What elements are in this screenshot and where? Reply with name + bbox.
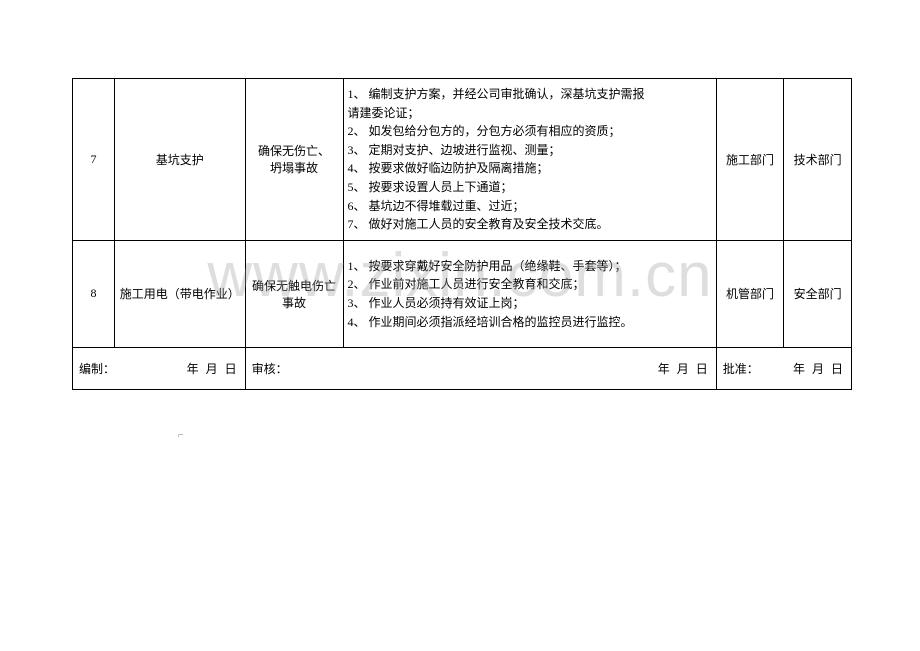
measure-item: 1、 编制支护方案，并经公司审批确认，深基坑支护需报 bbox=[348, 85, 712, 104]
row-dept2: 安全部门 bbox=[784, 240, 852, 347]
row-measures: 1、 编制支护方案，并经公司审批确认，深基坑支护需报 请建委论证； 2、 如发包… bbox=[343, 79, 716, 241]
approve-label: 批准： bbox=[723, 360, 759, 377]
compile-label: 编制： bbox=[79, 360, 115, 377]
row-name: 施工用电（带电作业） bbox=[114, 240, 245, 347]
document-page: 7 基坑支护 确保无伤亡、 坍塌事故 1、 编制支护方案，并经公司审批确认，深基… bbox=[72, 78, 852, 390]
measure-item: 2、 如发包给分包方的，分包方必须有相应的资质； bbox=[348, 122, 712, 141]
measure-item: 5、 按要求设置人员上下通道； bbox=[348, 178, 712, 197]
measure-item: 6、 基坑边不得堆载过重、过近； bbox=[348, 197, 712, 216]
measure-item: 1、 按要求穿戴好安全防护用品（绝缘鞋、手套等）； bbox=[348, 257, 712, 276]
row-goal: 确保无触电伤亡事故 bbox=[245, 240, 343, 347]
measure-item: 4、 按要求做好临边防护及隔离措施； bbox=[348, 159, 712, 178]
row-goal: 确保无伤亡、 坍塌事故 bbox=[245, 79, 343, 241]
review-label: 审核： bbox=[252, 360, 288, 377]
measure-item: 3、 定期对支护、边坡进行监视、测量； bbox=[348, 141, 712, 160]
row-dept2: 技术部门 bbox=[784, 79, 852, 241]
row-name: 基坑支护 bbox=[114, 79, 245, 241]
approve-date: 年 月 日 bbox=[793, 360, 845, 377]
cursor-mark-icon: ⌐ bbox=[178, 430, 184, 441]
main-table: 7 基坑支护 确保无伤亡、 坍塌事故 1、 编制支护方案，并经公司审批确认，深基… bbox=[72, 78, 852, 390]
row-dept1: 施工部门 bbox=[716, 79, 784, 241]
measure-item: 3、 作业人员必须持有效证上岗； bbox=[348, 294, 712, 313]
row-measures: 1、 按要求穿戴好安全防护用品（绝缘鞋、手套等）； 2、 作业前对施工人员进行安… bbox=[343, 240, 716, 347]
measure-item: 请建委论证； bbox=[348, 104, 712, 123]
row-index: 8 bbox=[73, 240, 115, 347]
row-dept1: 机管部门 bbox=[716, 240, 784, 347]
table-row: 8 施工用电（带电作业） 确保无触电伤亡事故 1、 按要求穿戴好安全防护用品（绝… bbox=[73, 240, 852, 347]
signature-row: 编制： 年 月 日 审核： 年 月 日 批准： 年 月 日 bbox=[73, 348, 852, 390]
sign-approve-cell: 批准： 年 月 日 bbox=[716, 348, 851, 390]
sign-review-cell: 审核： 年 月 日 bbox=[245, 348, 716, 390]
measure-item: 2、 作业前对施工人员进行安全教育和交底； bbox=[348, 275, 712, 294]
goal-line1: 确保无伤亡、 坍塌事故 bbox=[258, 144, 330, 175]
compile-date: 年 月 日 bbox=[187, 360, 239, 377]
sign-compile-cell: 编制： 年 月 日 bbox=[73, 348, 246, 390]
measure-item: 7、 做好对施工人员的安全教育及安全技术交底。 bbox=[348, 215, 712, 234]
review-date: 年 月 日 bbox=[658, 360, 710, 377]
table-row: 7 基坑支护 确保无伤亡、 坍塌事故 1、 编制支护方案，并经公司审批确认，深基… bbox=[73, 79, 852, 241]
row-index: 7 bbox=[73, 79, 115, 241]
measure-item: 4、 作业期间必须指派经培训合格的监控员进行监控。 bbox=[348, 313, 712, 332]
